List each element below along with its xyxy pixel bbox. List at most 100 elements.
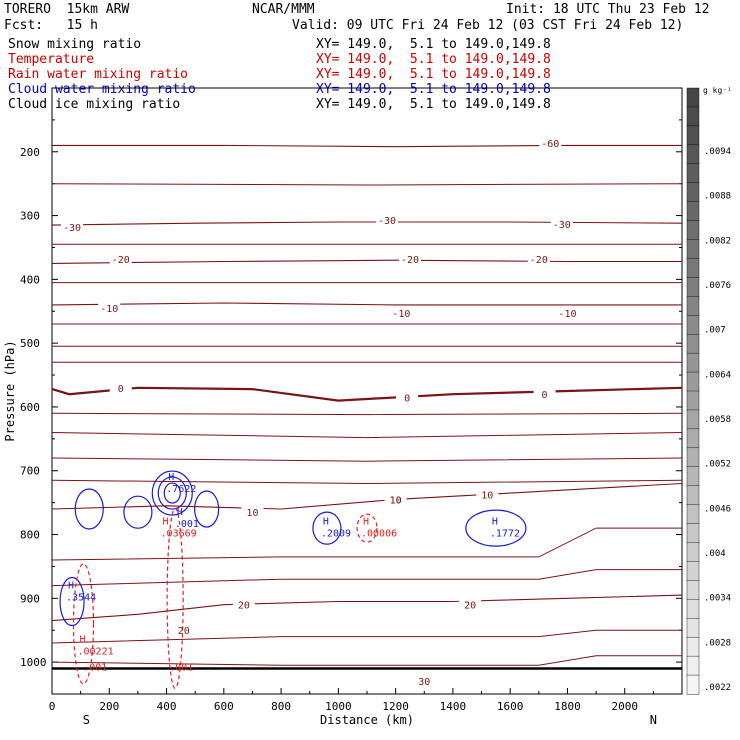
colorbar-swatch [686,655,700,676]
contour-label-bg [241,506,264,518]
x-tick-label: 800 [271,700,291,713]
colorbar-swatch [686,523,700,544]
contour-label-bg [398,252,421,264]
y-axis-label: Pressure (hPa) [3,340,17,441]
colorbar-label: .004 [704,549,726,559]
y-tick-label: 1000 [20,656,47,669]
rain-water-max-marker: H [80,635,86,646]
colorbar-swatch [686,315,700,335]
rain-water-max-value: .001 [83,662,107,673]
model-label: TORERO 15km ARW [4,2,130,17]
temperature-contour-label: 20 [238,601,250,612]
cloud-water-max-marker: H [68,580,74,591]
legend-item-snow: Snow mixing ratio [8,37,142,52]
y-tick-label: 400 [20,273,40,286]
colorbar-swatch [686,636,700,657]
colorbar-swatch [686,352,700,373]
temperature-contour-line [51,259,682,264]
legend-xy-temperature: XY= 149.0, 5.1 to 149.0,149.8 [316,52,551,67]
colorbar-label: .007 [704,326,726,336]
y-tick-label: 900 [20,592,40,605]
contour-label-bg [459,598,482,610]
cloud-water-max-marker: H [177,507,183,518]
legend-item-rain: Rain water mixing ratio [8,67,189,82]
temperature-contour-label: -10 [558,309,576,320]
colorbar-label: .0022 [704,683,731,693]
cloud-water-max-marker: H [492,517,498,528]
cloud-water-contour [74,488,104,530]
contour-label-bg [550,217,573,229]
temperature-contour-line [51,629,682,644]
temperature-contour-line [51,482,683,510]
rain-water-contour [72,563,95,685]
colorbar-label: .0094 [704,147,731,157]
contour-label-bg [539,136,562,148]
temperature-contour-label: 20 [464,601,476,612]
contour-label-bg [232,598,255,610]
colorbar-label: .0088 [704,192,731,202]
colorbar-swatch [686,504,700,525]
colorbar: .0094 .0088 .0082 .0076 .007 .0064 .0058 .0052.… [686,86,732,695]
temperature-contour-label: -60 [541,139,559,150]
x-tick-label: 1200 [382,700,409,713]
colorbar-swatch [686,674,700,695]
cloud-water-contour [465,509,527,547]
colorbar-swatch [686,561,700,582]
colorbar-swatch [686,618,700,638]
valid-label: Valid: 09 UTC Fri 24 Feb 12 (03 CST Fri … [292,18,684,33]
colorbar-swatch [686,466,700,487]
x-end-left-label: S [83,713,90,727]
y-tick-label: 300 [20,210,40,223]
cloud-water-max-marker: H [323,517,329,528]
colorbar-swatch [686,599,700,619]
cloud-water-max-value: .3544 [66,592,96,603]
temperature-contour-line [51,479,683,485]
cloud-water-max-value: .1772 [490,529,520,540]
rain-water-contour [166,507,184,689]
colorbar-label: .0058 [704,415,731,425]
cloud-water-contour [157,476,187,510]
temperature-contour-label: 0 [404,393,410,404]
cloud-water-contour [59,576,85,627]
colorbar-label: .0052 [704,460,731,470]
forecast-label: Fcst: 15 h [4,18,98,33]
cloud-water-contour [163,482,181,504]
x-tick-label: 0 [49,700,56,713]
x-tick-label: 1600 [497,700,524,713]
temperature-contour-label: 0 [542,390,548,401]
cloud-water-max-value: .001 [175,519,199,530]
temperature-contour-line [52,144,682,148]
colorbar-swatch [686,296,700,316]
legend-item-cloudwater: Cloud water mixing ratio [8,82,196,97]
temperature-contour-label: -20 [112,255,130,266]
colorbar-swatch [686,447,700,468]
rain-water-max-value: .03669 [161,529,197,540]
colorbar-label: .0046 [704,504,731,514]
legend-xy-snow: XY= 149.0, 5.1 to 149.0,149.8 [316,37,551,52]
colorbar-swatch [686,333,700,354]
contour-label-bg [533,388,556,400]
colorbar-swatch [686,580,700,601]
contour-label-bg [109,381,132,393]
contour-label-bg [384,493,407,505]
x-tick-label: 1400 [440,700,467,713]
temperature-contour-label: -20 [401,255,419,266]
legend-xy-rain: XY= 149.0, 5.1 to 149.0,149.8 [316,67,551,82]
colorbar-label: .0076 [704,281,731,291]
temperature-contour-label: -30 [378,216,396,227]
colorbar-swatch [686,106,700,127]
temperature-contour-label: 0 [118,384,124,395]
contour-label-bg [476,488,499,500]
legend-xy-cloudwater: XY= 149.0, 5.1 to 149.0,149.8 [316,82,551,97]
contour-label-bg [376,214,399,226]
colorbar-swatch [686,87,700,108]
org-label: NCAR/MMM [252,2,315,17]
colorbar-swatch [686,258,700,279]
temperature-contour-line [51,302,682,306]
temperature-contour-line [51,221,683,226]
temperature-contour-line [51,527,682,561]
colorbar-swatch [686,428,700,449]
rain-water-max-marker: H [163,517,169,528]
